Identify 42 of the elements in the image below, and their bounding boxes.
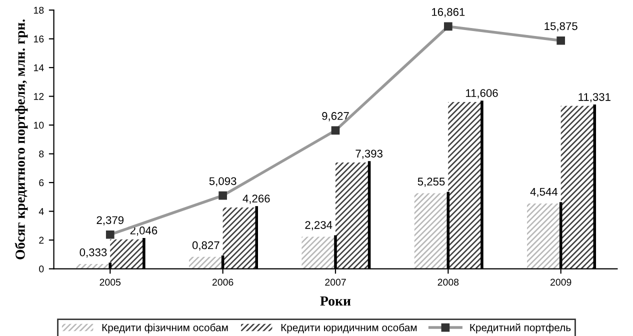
data-label: 4,266 — [242, 194, 270, 204]
data-label: 0,333 — [80, 248, 107, 258]
data-label: 2,379 — [96, 216, 124, 226]
legend-label: Кредити юридичним особам — [281, 324, 417, 334]
x-tick-label: 2008 — [438, 278, 459, 286]
data-label: 4,544 — [530, 188, 558, 198]
data-label: 11,606 — [466, 89, 498, 98]
data-label: 11,331 — [578, 93, 610, 102]
data-label: 9,627 — [322, 112, 349, 122]
data-label: 7,393 — [356, 150, 382, 159]
x-axis-title: Роки — [320, 296, 351, 306]
y-tick-label: 14 — [34, 64, 44, 72]
data-label: 2,234 — [305, 221, 332, 230]
y-tick-label: 10 — [34, 122, 44, 129]
bar — [560, 106, 595, 269]
data-label: 16,861 — [432, 8, 465, 18]
data-label: 0,827 — [192, 241, 220, 250]
x-tick-label: 2007 — [325, 278, 346, 286]
bar — [110, 239, 144, 269]
y-tick-label: 16 — [34, 36, 44, 42]
x-tick-label: 2009 — [550, 278, 572, 286]
bar — [414, 193, 448, 269]
y-tick-label: 12 — [34, 93, 44, 100]
data-label: 5,255 — [418, 178, 445, 187]
y-axis-title: Обсяг кредитного портфеля, млн. грн. — [14, 20, 28, 260]
bar — [448, 102, 482, 269]
y-tick-label: 2 — [39, 236, 44, 244]
y-tick-label: 0 — [39, 266, 44, 272]
y-tick-label: 8 — [39, 150, 44, 158]
bar — [222, 207, 257, 269]
legend-label: Кредити фізичним особам — [102, 324, 228, 334]
data-label: 15,875 — [544, 22, 578, 32]
bar — [527, 203, 561, 269]
legend-label: Кредитний портфель — [470, 323, 571, 334]
y-tick-label: 18 — [34, 6, 44, 14]
data-label: 5,093 — [209, 177, 236, 186]
bar — [302, 236, 336, 269]
bar — [335, 162, 370, 269]
y-tick-label: 4 — [38, 208, 44, 215]
x-tick-label: 2005 — [100, 278, 121, 286]
y-tick-label: 6 — [39, 179, 44, 186]
x-tick-label: 2006 — [212, 278, 234, 286]
